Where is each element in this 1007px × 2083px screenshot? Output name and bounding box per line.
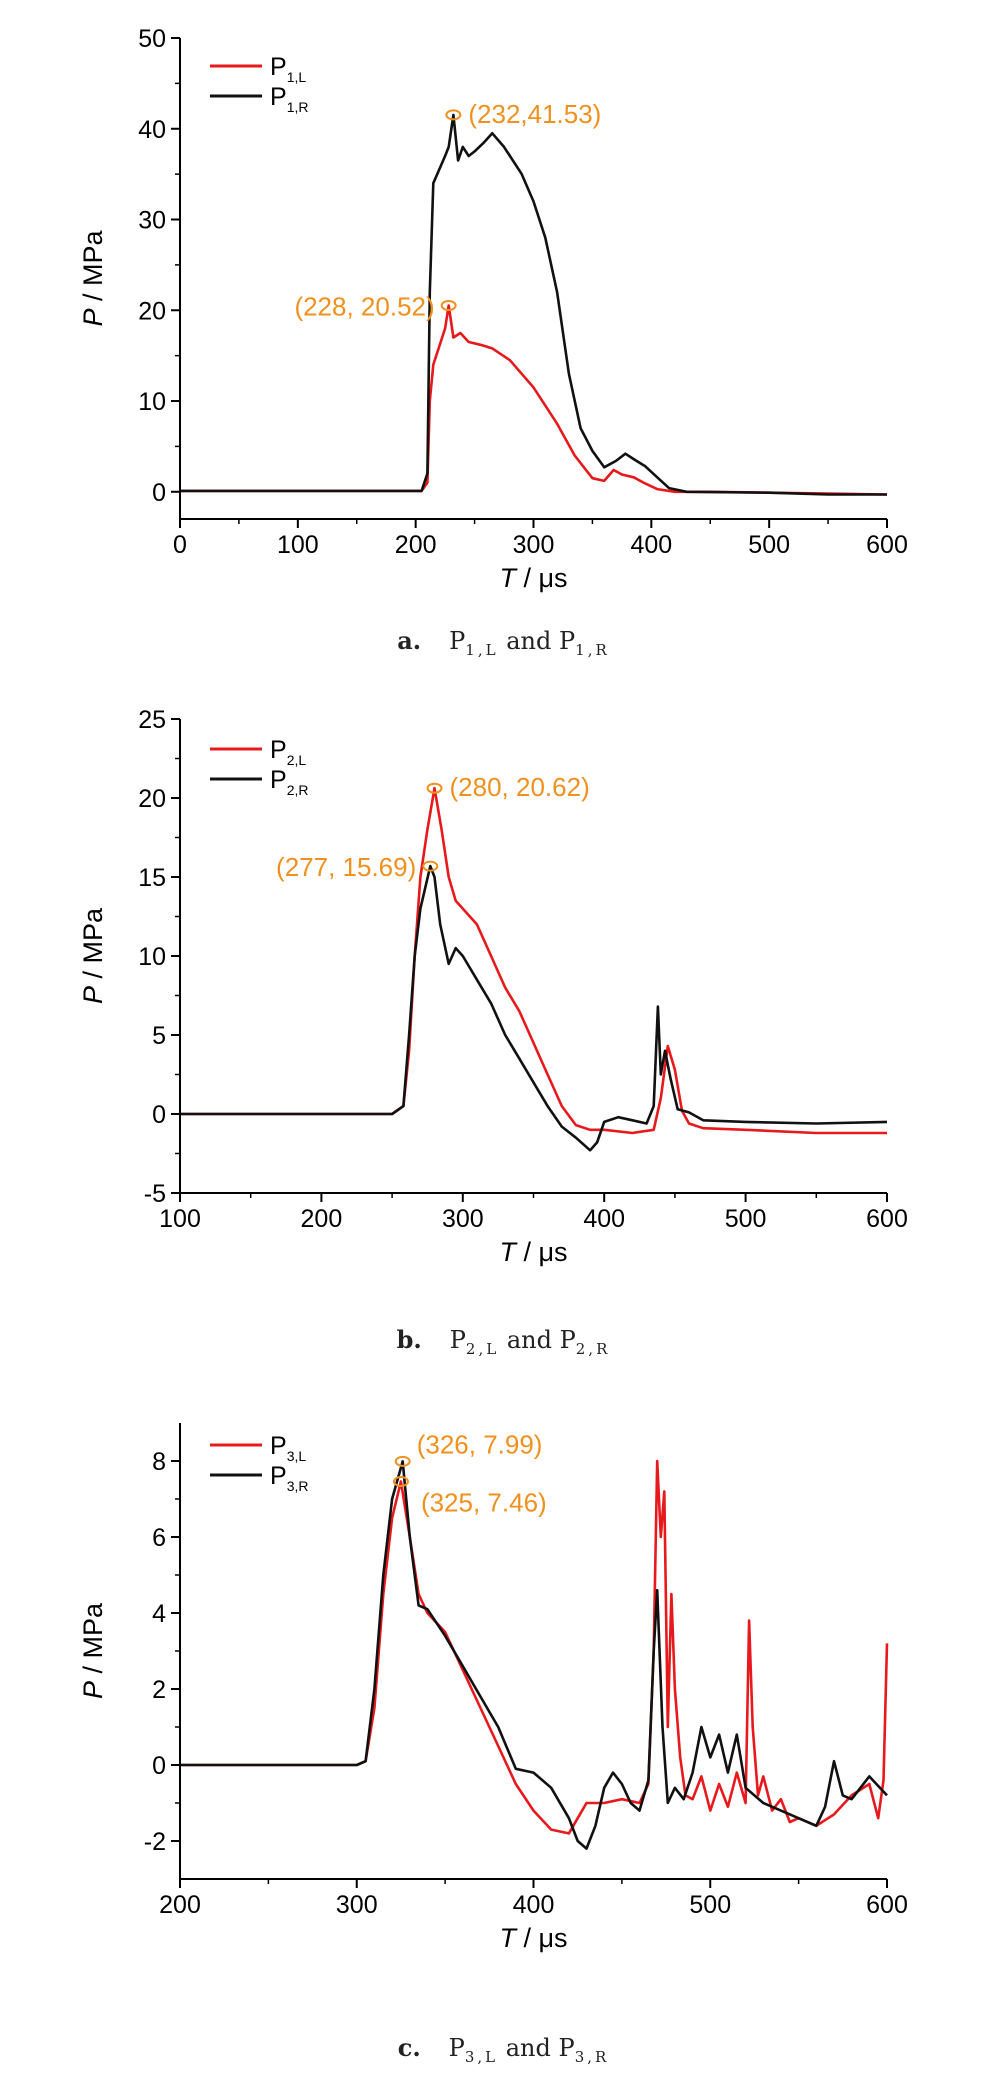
y-tick-label: -2 — [144, 1828, 166, 1856]
series-line-3-r — [180, 1460, 888, 1850]
peak-annotation-label: (280, 20.62) — [450, 772, 590, 802]
x-tick-label: 500 — [725, 1205, 767, 1233]
peak-annotation-label: (325, 7.46) — [421, 1488, 547, 1518]
legend-label: P2,L — [270, 736, 306, 768]
peak-marker — [394, 1455, 411, 1467]
peak-marker — [422, 860, 439, 872]
y-axis-label: P / MPa — [78, 907, 108, 1004]
x-axis-label: T / μs — [499, 1237, 567, 1267]
peak-marker — [440, 300, 457, 312]
chart-panel-a: 0 100 200 300 400 500 600 0 10 20 30 40 50 T / μs P / … — [0, 0, 1007, 680]
peak-annotation-label: (232,41.53) — [468, 99, 601, 129]
peak-annotation-label: (228, 20.52) — [294, 292, 434, 322]
y-tick-label: 20 — [138, 297, 166, 325]
y-axis-label: P / MPa — [78, 1602, 108, 1699]
x-tick-label: 100 — [277, 531, 319, 559]
y-tick-label: 30 — [138, 207, 166, 235]
chart-panel-b: 100 200 300 400 500 600 -5 0 5 10 15 20 25 T / μs P / … — [0, 690, 1007, 1380]
chart-a: 0 100 200 300 400 500 600 0 10 20 30 40 50 T / μs P / … — [78, 25, 908, 593]
caption-b: b. P2,L and P2,R — [396, 1325, 611, 1358]
y-tick-label: 5 — [152, 1022, 166, 1050]
x-axis-label: T / μs — [499, 1923, 567, 1953]
x-tick-label: 400 — [630, 531, 672, 559]
y-tick-label: 15 — [138, 864, 166, 892]
x-tick-label: 300 — [513, 531, 555, 559]
x-tick-label: 500 — [748, 531, 790, 559]
x-tick-label: 500 — [689, 1891, 731, 1919]
y-tick-label: 25 — [138, 706, 166, 734]
legend-label: P1,R — [270, 83, 308, 115]
x-tick-label: 300 — [336, 1891, 378, 1919]
series-line-2-r — [180, 864, 888, 1152]
caption-letter: a. — [397, 626, 422, 655]
y-tick-label: 0 — [152, 479, 166, 507]
y-tick-label: 0 — [152, 1752, 166, 1780]
caption-letter: b. — [396, 1325, 422, 1354]
y-tick-label: 20 — [138, 785, 166, 813]
peak-annotation-label: (326, 7.99) — [417, 1429, 543, 1459]
legend-label: P1,L — [270, 53, 306, 85]
peak-marker — [426, 782, 443, 794]
peak-marker — [392, 1476, 409, 1488]
x-tick-label: 200 — [159, 1891, 201, 1919]
series-line-1-l — [180, 304, 888, 496]
caption-letter: c. — [397, 2033, 421, 2062]
peak-marker — [445, 109, 462, 121]
x-tick-label: 600 — [866, 1891, 908, 1919]
y-tick-label: 8 — [152, 1448, 166, 1476]
chart-panel-c: 200 300 400 500 600 -2 0 2 4 6 8 T / μs P / MPa P3,L P… — [0, 1385, 1007, 2083]
series-line-1-r — [180, 113, 887, 496]
x-tick-label: 200 — [301, 1205, 343, 1233]
x-tick-label: 400 — [513, 1891, 555, 1919]
y-tick-label: 50 — [138, 25, 166, 53]
y-tick-label: 6 — [152, 1524, 166, 1552]
y-tick-label: 40 — [138, 116, 166, 144]
x-tick-label: 200 — [395, 531, 437, 559]
x-tick-label: 600 — [866, 1205, 908, 1233]
caption-a: a. P1,L and P1,R — [397, 626, 610, 659]
y-tick-label: -5 — [144, 1180, 166, 1208]
legend-label: P3,R — [270, 1462, 308, 1494]
caption-c: c. P3,L and P3,R — [397, 2033, 610, 2066]
legend-label: P3,L — [270, 1432, 306, 1464]
y-tick-label: 2 — [152, 1676, 166, 1704]
y-tick-label: 0 — [152, 1101, 166, 1129]
y-tick-label: 10 — [138, 943, 166, 971]
x-tick-label: 100 — [159, 1205, 201, 1233]
legend-label: P2,R — [270, 766, 308, 798]
x-axis-label: T / μs — [499, 563, 567, 593]
x-tick-label: 600 — [866, 531, 908, 559]
chart-c: 200 300 400 500 600 -2 0 2 4 6 8 T / μs P / MPa P3,LP… — [78, 1423, 908, 1953]
peak-annotation-label: (277, 15.69) — [276, 852, 416, 882]
y-axis-label: P / MPa — [78, 230, 108, 327]
x-tick-label: 400 — [583, 1205, 625, 1233]
y-tick-label: 4 — [152, 1600, 166, 1628]
x-tick-label: 300 — [442, 1205, 484, 1233]
chart-b: 100 200 300 400 500 600 -5 0 5 10 15 20 25 T / μs P / … — [78, 706, 908, 1267]
y-tick-label: 10 — [138, 388, 166, 416]
series-line-3-l — [180, 1459, 889, 1835]
x-tick-label: 0 — [173, 531, 187, 559]
